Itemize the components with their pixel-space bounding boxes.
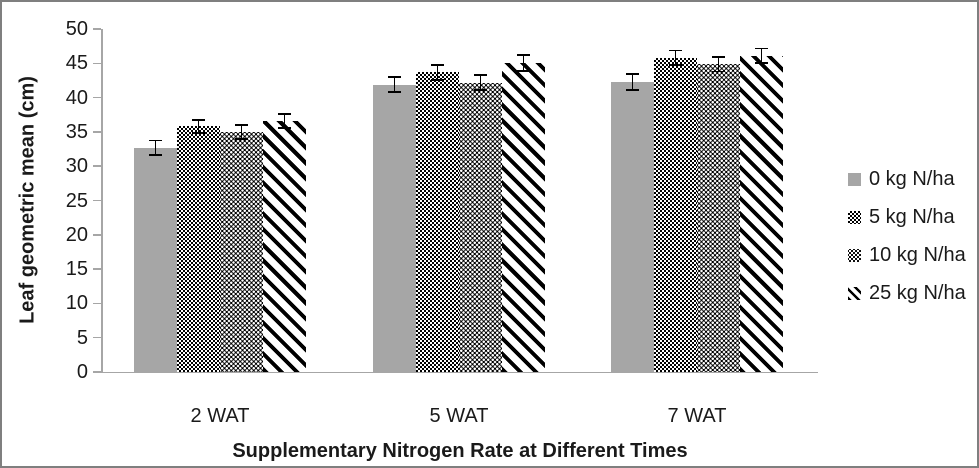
y-tick-label: 0 xyxy=(76,361,88,383)
y-tick-label: 35 xyxy=(65,120,88,143)
y-axis-line xyxy=(101,29,103,373)
bar xyxy=(502,53,545,372)
bar-group xyxy=(373,29,545,372)
y-tick-label: 50 xyxy=(65,18,88,40)
y-tick-mark xyxy=(93,96,101,99)
bar xyxy=(416,64,459,372)
error-bar xyxy=(431,64,444,81)
y-tick-mark xyxy=(93,28,101,30)
bar-group xyxy=(611,29,783,372)
legend-item: 25 kg N/ha xyxy=(848,282,966,304)
y-tick-label: 20 xyxy=(65,223,88,246)
y-tick-mark xyxy=(93,234,101,236)
y-tick-mark xyxy=(93,131,101,133)
bar xyxy=(263,113,306,372)
x-axis-title: Supplementary Nitrogen Rate at Different… xyxy=(232,440,688,462)
legend-swatch-diagonal-stripes xyxy=(848,286,861,300)
legend-item: 0 kg N/ha xyxy=(848,168,966,190)
x-axis-line xyxy=(101,371,818,373)
legend-label: 0 kg N/ha xyxy=(869,167,955,190)
y-tick-mark xyxy=(93,371,101,373)
error-bar xyxy=(517,53,530,72)
error-bar xyxy=(669,49,682,67)
error-bar xyxy=(755,47,768,65)
error-bar xyxy=(149,139,162,157)
bar xyxy=(654,49,697,372)
y-tick-mark xyxy=(93,165,101,167)
y-tick-mark xyxy=(93,62,101,65)
error-bar xyxy=(388,76,401,93)
legend-swatch-solid-gray xyxy=(848,172,861,186)
y-tick-mark xyxy=(93,268,101,270)
legend-label: 5 kg N/ha xyxy=(869,205,955,228)
legend-label: 10 kg N/ha xyxy=(869,243,966,266)
x-category-label: 5 WAT xyxy=(429,405,489,427)
bar xyxy=(611,72,654,372)
y-tick-mark xyxy=(93,336,101,339)
legend-item: 5 kg N/ha xyxy=(848,206,966,228)
x-category-label: 2 WAT xyxy=(190,405,250,427)
y-tick-label: 40 xyxy=(65,86,88,109)
bar xyxy=(740,47,783,372)
legend-swatch-dots xyxy=(848,248,861,262)
y-tick-label: 10 xyxy=(65,292,88,315)
error-bar xyxy=(192,118,205,134)
y-tick-label: 30 xyxy=(65,155,88,178)
bar-group xyxy=(134,29,306,372)
legend: 0 kg N/ha 5 kg N/ha 10 kg N/ha 25 kg N/ha xyxy=(848,168,966,320)
legend-item: 10 kg N/ha xyxy=(848,244,966,266)
error-bar xyxy=(712,55,725,73)
y-tick-label: 15 xyxy=(65,258,88,281)
y-tick-mark xyxy=(93,199,101,202)
bar xyxy=(220,124,263,372)
error-bar xyxy=(626,72,639,91)
bar xyxy=(459,74,502,372)
y-tick-label: 45 xyxy=(65,52,88,75)
y-tick-mark xyxy=(93,302,101,305)
x-category-label: 7 WAT xyxy=(667,405,727,427)
legend-swatch-checker xyxy=(848,210,861,224)
error-bar xyxy=(474,74,487,91)
bar xyxy=(177,118,220,372)
error-bar xyxy=(235,124,248,140)
error-bar xyxy=(278,113,291,129)
bar xyxy=(134,139,177,372)
y-tick-label: 25 xyxy=(65,189,88,212)
y-tick-label: 5 xyxy=(76,326,88,349)
legend-label: 25 kg N/ha xyxy=(869,281,966,304)
bar xyxy=(373,76,416,372)
bar xyxy=(697,55,740,372)
